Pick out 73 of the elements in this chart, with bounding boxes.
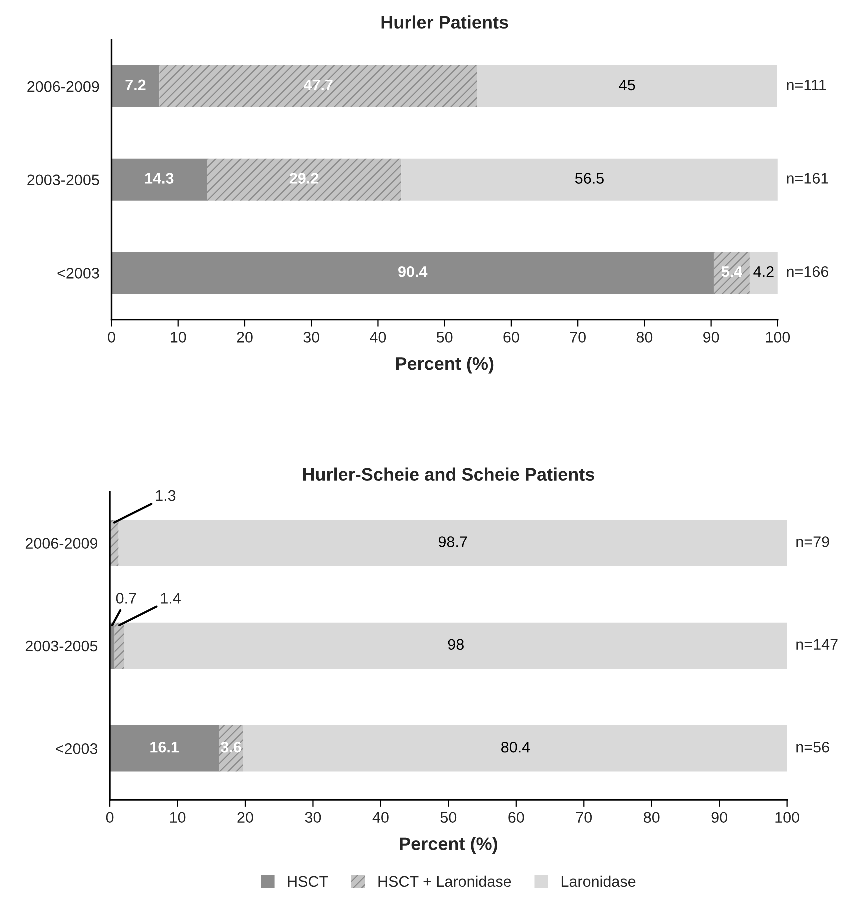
x-tick-label: 0 xyxy=(108,332,116,343)
data-label: 1.3 xyxy=(156,490,176,502)
data-label: 7.2 xyxy=(126,80,146,90)
x-tick-label: 90 xyxy=(704,332,720,343)
bar xyxy=(402,158,778,201)
bar xyxy=(750,252,778,294)
x-tick-label: 30 xyxy=(305,812,322,824)
text: n=161 xyxy=(787,173,828,184)
bar xyxy=(207,158,402,201)
x-tick-label: 30 xyxy=(304,332,320,343)
x-tick-label: 10 xyxy=(171,332,186,343)
text: n=79 xyxy=(796,536,830,548)
x-tick-label: 10 xyxy=(170,812,186,824)
data-label: 90.4 xyxy=(398,266,428,278)
bar xyxy=(243,726,788,772)
x-tick-label: 50 xyxy=(436,332,453,343)
bar xyxy=(118,520,788,566)
x-tick-label: 100 xyxy=(766,332,790,343)
data-label: 14.3 xyxy=(145,173,174,184)
data-label: 80.4 xyxy=(502,742,530,753)
x-tick-label: 40 xyxy=(370,332,386,343)
data-label: 3.6 xyxy=(221,742,242,753)
text: n=111 xyxy=(787,80,826,90)
y-tick-label: 2006-2009 xyxy=(26,538,98,549)
x-tick-label: 80 xyxy=(644,812,660,824)
data-label: 0.7 xyxy=(116,593,136,604)
bar xyxy=(114,622,124,670)
bar xyxy=(112,158,208,201)
data-label: 56.5 xyxy=(575,173,604,184)
bar xyxy=(124,622,788,670)
x-tick-label: 80 xyxy=(636,332,653,343)
bar xyxy=(112,66,160,108)
x-tick-label: 50 xyxy=(440,812,457,824)
text: n=147 xyxy=(796,639,838,650)
legend-label: HSCT + Laronidase xyxy=(378,876,512,888)
x-tick-label: 90 xyxy=(712,812,728,824)
y-tick-label: 2003-2005 xyxy=(28,174,100,186)
data-label: 45 xyxy=(619,80,636,91)
legend-label: Laronidase xyxy=(562,876,636,888)
chart-title: Hurler Patients xyxy=(382,16,508,29)
text: n=166 xyxy=(787,266,829,278)
data-label: 98 xyxy=(448,639,464,650)
x-axis-title: Percent (%) xyxy=(396,356,494,374)
data-label: 29.2 xyxy=(290,173,319,184)
chart-title: Hurler-Scheie and Scheie Patients xyxy=(303,468,594,482)
bar xyxy=(219,726,244,772)
x-tick-label: 100 xyxy=(776,812,800,824)
y-tick-label: <2003 xyxy=(58,268,100,279)
bar xyxy=(112,252,714,294)
x-tick-label: 70 xyxy=(576,812,592,824)
bar xyxy=(160,66,478,108)
data-label: 5.4 xyxy=(722,266,743,278)
y-tick-label: 2003-2005 xyxy=(26,640,98,652)
x-tick-label: 60 xyxy=(504,332,520,343)
bar xyxy=(110,726,220,772)
data-label: 47.7 xyxy=(304,80,333,90)
data-label: 4.2 xyxy=(754,266,774,278)
y-tick-label: <2003 xyxy=(56,744,98,754)
bar xyxy=(477,66,778,108)
data-label: 98.7 xyxy=(438,536,468,548)
y-tick-label: 2006-2009 xyxy=(28,81,100,92)
x-tick-label: 40 xyxy=(372,812,389,824)
bar xyxy=(714,252,750,294)
x-tick-label: 20 xyxy=(238,812,254,824)
x-axis-title: Percent (%) xyxy=(400,837,498,854)
x-tick-label: 20 xyxy=(237,332,253,343)
data-label: 1.4 xyxy=(161,593,181,604)
x-tick-label: 0 xyxy=(106,812,114,824)
x-tick-label: 60 xyxy=(508,812,524,824)
text: n=56 xyxy=(796,742,830,753)
legend-label: HSCT xyxy=(288,876,328,888)
x-tick-label: 70 xyxy=(570,332,586,343)
data-label: 16.1 xyxy=(150,742,179,753)
